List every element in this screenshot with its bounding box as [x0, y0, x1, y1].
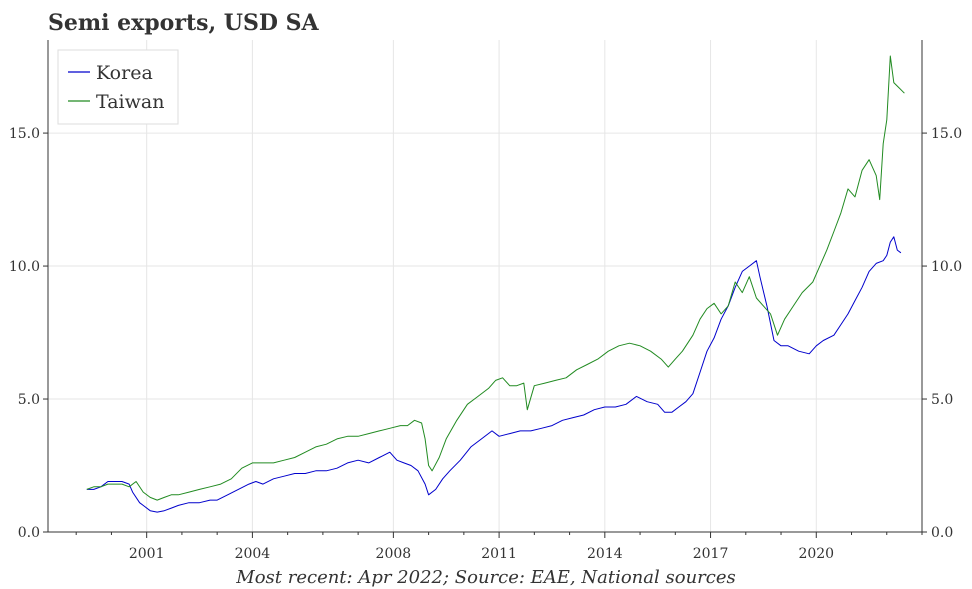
series-lines	[86, 55, 905, 513]
x-tick-label: 2020	[798, 546, 834, 562]
y-tick-label-right: 0.0	[931, 525, 953, 541]
chart-footnote: Most recent: Apr 2022; Source: EAE, Nati…	[235, 567, 735, 588]
y-tick-label-right: 5.0	[931, 392, 953, 408]
legend-label-korea: Korea	[96, 62, 153, 84]
x-tick-label: 2004	[235, 546, 271, 562]
legend-label-taiwan: Taiwan	[96, 91, 164, 113]
x-tick-label: 2008	[376, 546, 412, 562]
x-tick-label: 2017	[693, 546, 729, 562]
x-tick-label: 2011	[481, 546, 517, 562]
x-tick-label: 2014	[587, 546, 623, 562]
y-tick-label-left: 5.0	[18, 392, 40, 408]
series-line-taiwan	[86, 55, 905, 501]
chart-title: Semi exports, USD SA	[48, 10, 320, 36]
axes: 0.0 0.0 5.0 5.0 10.0 10.0 15.0 15.0 2001 2004 2008…	[9, 40, 962, 562]
x-tick-label: 2001	[129, 546, 165, 562]
y-tick-label-left: 0.0	[18, 525, 40, 541]
legend-box	[57, 49, 179, 125]
y-tick-label-left: 15.0	[9, 126, 40, 142]
legend: Korea Taiwan	[57, 49, 179, 125]
y-tick-label-right: 10.0	[931, 259, 962, 275]
y-tick-label-left: 10.0	[9, 259, 40, 275]
grid	[48, 40, 922, 533]
y-tick-label-right: 15.0	[931, 126, 962, 142]
series-line-korea	[86, 236, 902, 513]
